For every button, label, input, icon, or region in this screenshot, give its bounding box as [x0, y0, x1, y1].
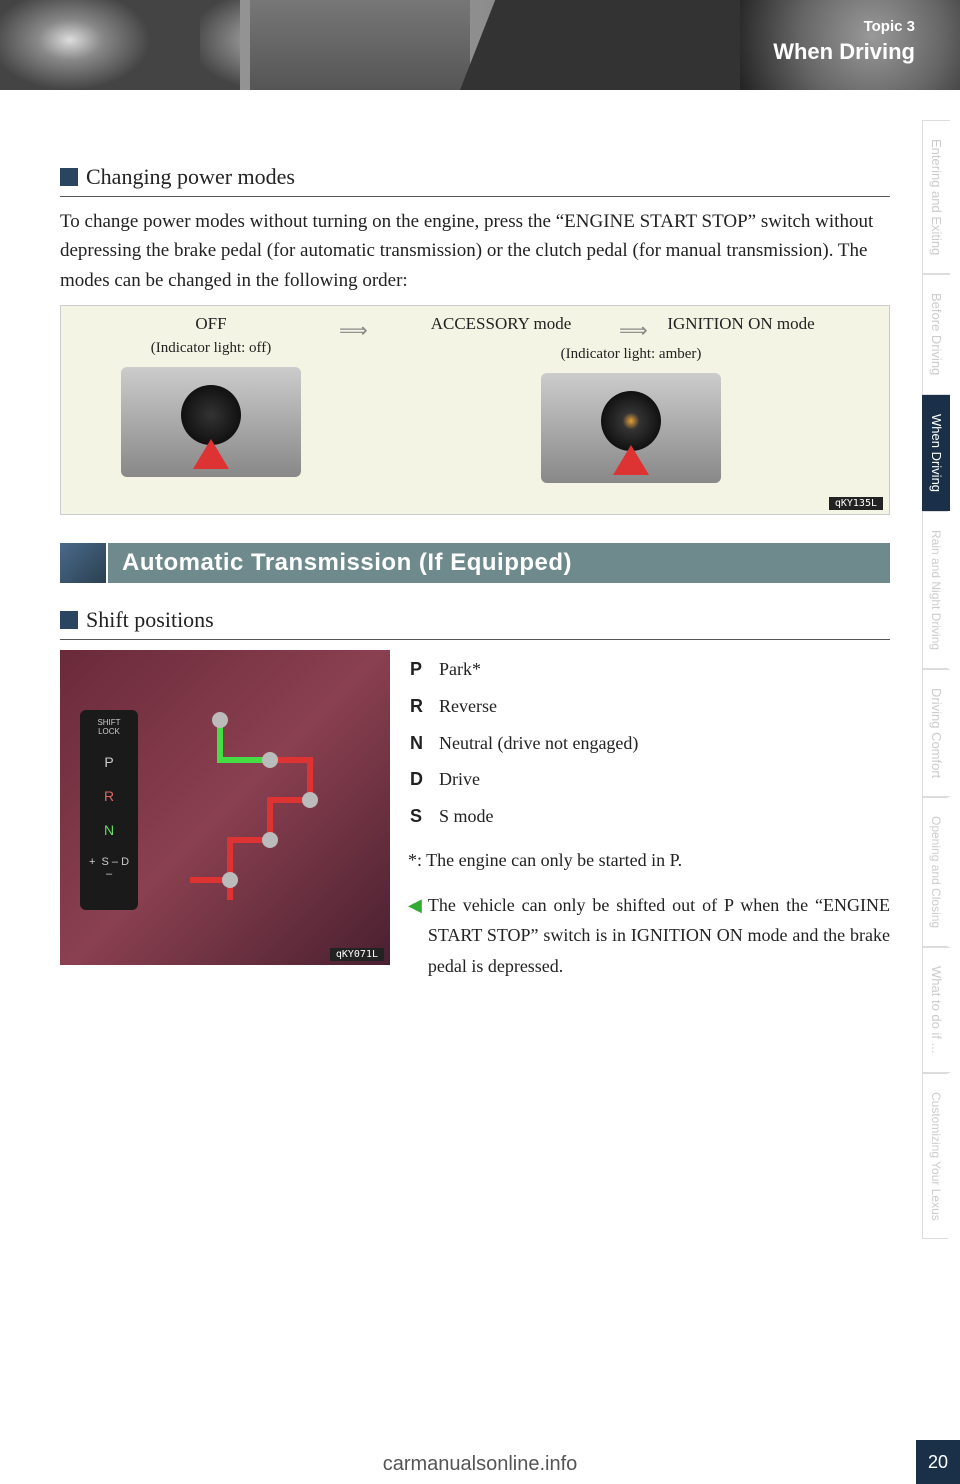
table-row: SS mode	[410, 799, 652, 834]
table-row: NNeutral (drive not engaged)	[410, 726, 652, 761]
arrow-icon: ⟹	[339, 318, 368, 343]
tab-rain-night[interactable]: Rain and Night Driving	[922, 511, 948, 669]
tab-customizing[interactable]: Customizing Your Lexus	[922, 1073, 948, 1240]
bullet-icon	[60, 611, 78, 629]
shift-indicator-panel: SHIFTLOCK P R N + S – D–	[80, 710, 138, 910]
engine-button-off-image	[121, 367, 301, 477]
power-modes-body: To change power modes without turning on…	[60, 207, 890, 295]
tab-opening-closing[interactable]: Opening and Closing	[922, 797, 948, 947]
power-mode-diagram: OFF (Indicator light: off) ⟹ ACCESSORY m…	[60, 305, 890, 515]
header-title: When Driving	[773, 39, 915, 65]
tab-entering-exiting[interactable]: Entering and Exiting	[922, 120, 950, 274]
tab-before-driving[interactable]: Before Driving	[922, 274, 950, 394]
note-text: The vehicle can only be shifted out of P…	[428, 890, 890, 982]
section-heading-shift: Shift positions	[60, 607, 890, 640]
tab-driving-comfort[interactable]: Driving Comfort	[922, 669, 950, 797]
accessory-label: ACCESSORY mode	[391, 314, 611, 334]
heading-text: Changing power modes	[86, 164, 295, 190]
banner-text: Automatic Transmission (If Equipped)	[108, 549, 572, 577]
ignition-label: IGNITION ON mode	[631, 314, 851, 334]
image-code: qKY071L	[330, 948, 384, 961]
table-row: DDrive	[410, 762, 652, 797]
section-heading-power-modes: Changing power modes	[60, 164, 890, 197]
banner-icon	[60, 543, 108, 583]
table-row: RReverse	[410, 689, 652, 724]
note-block: ◀ The vehicle can only be shifted out of…	[408, 890, 890, 982]
tab-when-driving[interactable]: When Driving	[922, 395, 950, 511]
header-photo-left	[0, 0, 240, 90]
side-tabs: Entering and Exiting Before Driving When…	[922, 120, 960, 1239]
shift-lever-image: SHIFTLOCK P R N + S – D– qKY071L	[60, 650, 390, 965]
header-photo-dash	[250, 0, 470, 90]
watermark: carmanualsonline.info	[383, 1453, 578, 1476]
engine-button-amber-image	[541, 373, 721, 483]
heading-text: Shift positions	[86, 607, 214, 633]
table-row: PPark*	[410, 652, 652, 687]
tab-what-to-do[interactable]: What to do if ...	[922, 947, 950, 1072]
footnote: *: The engine can only be started in P.	[408, 845, 890, 876]
shift-position-table: PPark* RReverse NNeutral (drive not enga…	[408, 650, 654, 835]
off-sublabel: (Indicator light: off)	[101, 340, 321, 357]
bullet-icon	[60, 168, 78, 186]
amber-sublabel: (Indicator light: amber)	[481, 346, 781, 363]
page-header: Topic 3 When Driving	[0, 0, 960, 90]
section-banner: Automatic Transmission (If Equipped)	[60, 543, 890, 583]
off-label: OFF	[101, 314, 321, 334]
page-number: 20	[916, 1440, 960, 1484]
shift-gate-diagram	[180, 700, 340, 920]
diagram-code: qKY135L	[829, 497, 883, 510]
note-arrow-icon: ◀	[408, 890, 422, 982]
header-topic: Topic 3	[773, 18, 915, 35]
